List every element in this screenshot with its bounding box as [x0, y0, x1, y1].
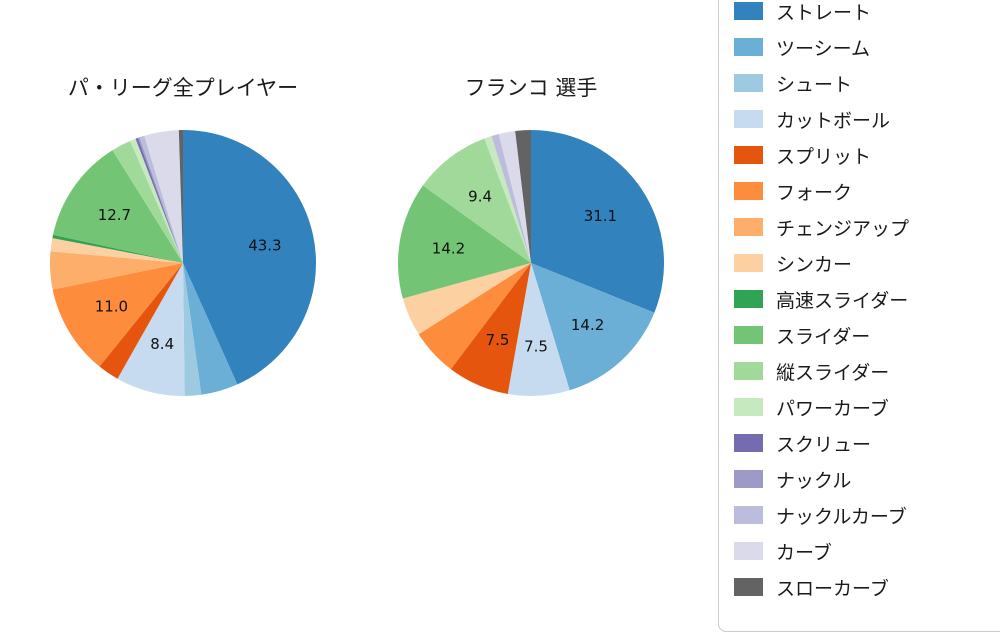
legend-item-curve: カーブ	[734, 533, 1000, 569]
legend-label-changeup: チェンジアップ	[776, 217, 910, 240]
legend-label-straight: ストレート	[776, 1, 872, 24]
legend-label-split: スプリット	[776, 145, 872, 168]
pie-slice-two-seam	[531, 263, 655, 391]
legend-item-two-seam: ツーシーム	[734, 29, 1000, 65]
legend-swatch-fast-slider	[734, 290, 763, 308]
pie-slice-slider	[397, 185, 531, 299]
legend-label-cutball: カットボール	[776, 109, 891, 132]
legend-label-shoot: シュート	[776, 73, 853, 96]
slice-value-label-two-seam: 14.2	[571, 316, 604, 334]
pie-slice-straight	[531, 130, 665, 313]
slice-value-label-vertical-slider: 9.4	[468, 188, 492, 206]
legend-item-cutball: カットボール	[734, 101, 1000, 137]
legend-item-straight: ストレート	[734, 0, 1000, 29]
pie-slice-slow-curve	[515, 130, 531, 263]
legend-item-power-curve: パワーカーブ	[734, 389, 1000, 425]
pie-slice-split	[99, 263, 183, 379]
pie-slice-vertical-slider	[422, 138, 531, 263]
legend-label-sinker: シンカー	[776, 253, 853, 276]
legend-item-fork: フォーク	[734, 173, 1000, 209]
pie-slice-fork	[418, 263, 531, 370]
legend-swatch-knuckle	[734, 470, 763, 488]
legend-swatch-changeup	[734, 218, 763, 236]
pie-slice-straight	[183, 130, 317, 385]
pie-slice-curve	[498, 130, 531, 263]
legend-label-fork: フォーク	[776, 181, 853, 204]
pie-chart-franco: 31.1 14.2 7.5 7.5 14.2 9.4	[391, 123, 671, 403]
legend-item-knuckle-curve: ナックルカーブ	[734, 497, 1000, 533]
pie-slice-cutball	[117, 263, 185, 397]
slice-value-label-slider: 14.2	[432, 239, 465, 257]
legend-label-knuckle-curve: ナックルカーブ	[776, 505, 907, 528]
legend-item-slow-curve: スローカーブ	[734, 569, 1000, 605]
pie-slice-cutball	[507, 263, 570, 397]
pie-slice-power-curve	[130, 138, 183, 263]
slice-value-label-split: 7.5	[486, 331, 510, 349]
legend-item-shoot: シュート	[734, 65, 1000, 101]
pie-chart-pa-league: 43.3 8.4 11.0 12.7	[43, 123, 323, 403]
legend-label-slow-curve: スローカーブ	[776, 577, 889, 600]
legend-label-two-seam: ツーシーム	[776, 37, 871, 60]
pie-svg: 31.1 14.2 7.5 7.5 14.2 9.4	[397, 130, 665, 397]
pie-slice-curve	[144, 130, 183, 263]
legend-swatch-slider	[734, 326, 763, 344]
pie-slice-power-curve	[484, 136, 531, 263]
pie-title-pa-league: パ・リーグ全プレイヤー	[67, 76, 299, 100]
legend-item-changeup: チェンジアップ	[734, 209, 1000, 245]
pie-slice-knuckle-curve	[139, 135, 183, 263]
slice-value-label-cutball: 7.5	[524, 338, 548, 356]
legend-swatch-shoot	[734, 74, 763, 92]
pie-slice-sinker	[402, 263, 531, 335]
legend-item-split: スプリット	[734, 137, 1000, 173]
pie-slice-knuckle-curve	[491, 133, 531, 263]
legend-swatch-vertical-slider	[734, 362, 763, 380]
pie-slice-fast-slider	[52, 234, 183, 263]
legend-swatch-screw	[734, 434, 763, 452]
pie-slice-changeup	[49, 251, 183, 290]
pie-slice-vertical-slider	[112, 140, 183, 263]
legend-swatch-knuckle-curve	[734, 506, 763, 524]
legend-label-vertical-slider: 縦スライダー	[776, 361, 890, 384]
legend-swatch-split	[734, 146, 763, 164]
pitch-type-legend: ストレートツーシームシュートカットボール スプリットフォークチェンジアップ シンカー…	[718, 0, 1000, 632]
legend-label-power-curve: パワーカーブ	[776, 397, 889, 420]
legend-label-knuckle: ナックル	[776, 469, 852, 492]
legend-label-fast-slider: 高速スライダー	[776, 289, 909, 312]
legend-swatch-straight	[734, 2, 763, 20]
legend-label-curve: カーブ	[776, 541, 832, 564]
slice-value-label-cutball: 8.4	[150, 335, 174, 353]
legend-label-screw: スクリュー	[776, 433, 872, 456]
slice-value-label-straight: 43.3	[248, 237, 281, 255]
legend-item-slider: スライダー	[734, 317, 1000, 353]
slice-value-label-fork: 11.0	[95, 298, 128, 316]
pie-slice-two-seam	[183, 263, 238, 395]
pie-slice-slow-curve	[178, 130, 183, 263]
legend-swatch-sinker	[734, 254, 763, 272]
legend-item-knuckle: ナックル	[734, 461, 1000, 497]
pie-slice-fork	[52, 263, 184, 367]
pie-slice-knuckle	[137, 137, 183, 263]
legend-swatch-two-seam	[734, 38, 763, 56]
legend-swatch-fork	[734, 182, 763, 200]
legend-swatch-power-curve	[734, 398, 763, 416]
legend-item-sinker: シンカー	[734, 245, 1000, 281]
pie-svg: 43.3 8.4 11.0 12.7	[49, 130, 317, 397]
legend-item-vertical-slider: 縦スライダー	[734, 353, 1000, 389]
pie-slice-split	[450, 263, 531, 394]
pie-slice-shoot	[183, 263, 202, 396]
legend-swatch-cutball	[734, 110, 763, 128]
legend-item-screw: スクリュー	[734, 425, 1000, 461]
legend-item-fast-slider: 高速スライダー	[734, 281, 1000, 317]
slice-value-label-slider: 12.7	[98, 206, 131, 224]
pie-slice-screw	[135, 137, 183, 263]
pie-title-franco: フランコ 選手	[464, 76, 598, 100]
legend-label-slider: スライダー	[776, 325, 871, 348]
pie-slice-sinker	[50, 238, 183, 263]
slice-value-label-straight: 31.1	[584, 207, 617, 225]
legend-swatch-slow-curve	[734, 578, 763, 596]
pie-slice-slider	[53, 150, 183, 263]
legend-swatch-curve	[734, 542, 763, 560]
